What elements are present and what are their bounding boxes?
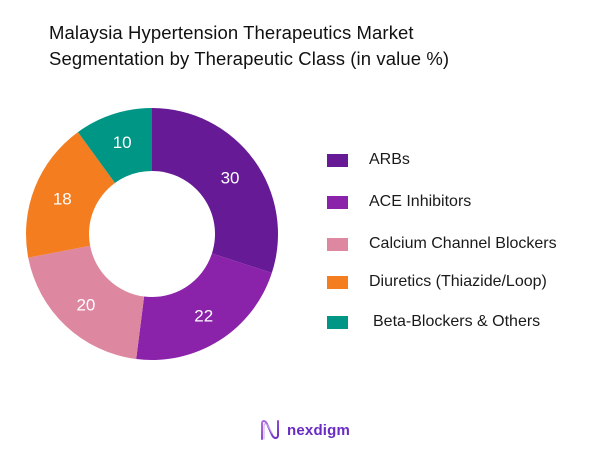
legend-label: Beta-Blockers & Others (373, 313, 541, 330)
legend-swatch (327, 275, 348, 289)
donut-slice-calcium-channel-blockers (28, 245, 145, 360)
donut-slice-arbs (152, 108, 278, 273)
brand-logo: nexdigm (259, 418, 350, 442)
chart-title: Malaysia Hypertension Therapeutics Marke… (49, 20, 449, 72)
legend-item-arbs: ARBs (327, 150, 410, 170)
data-label-arbs: 30 (221, 168, 240, 187)
data-label-calcium-channel-blockers: 20 (76, 295, 95, 314)
legend-item-calcium-channel-blockers: Calcium Channel Blockers (327, 234, 557, 254)
donut-slice-beta-blockers (77, 108, 152, 184)
legend-swatch (327, 153, 348, 167)
legend-label: Calcium Channel Blockers (369, 235, 557, 252)
data-label-beta-blockers: 10 (113, 133, 132, 152)
legend-swatch (327, 195, 348, 209)
brand-name: nexdigm (287, 421, 351, 439)
legend-item-beta-blockers: Beta-Blockers & Others (327, 312, 540, 332)
data-label-ace-inhibitors: 22 (194, 306, 213, 325)
legend-label: ARBs (369, 151, 410, 168)
donut-slice-ace-inhibitors (136, 253, 272, 360)
donut-chart: 30 22 20 18 10 (25, 108, 278, 360)
chart-title-line-1: Malaysia Hypertension Therapeutics Marke… (49, 22, 414, 43)
chart-title-line-2: Segmentation by Therapeutic Class (in va… (49, 48, 450, 69)
legend-item-ace-inhibitors: ACE Inhibitors (327, 192, 471, 212)
legend-swatch (327, 237, 348, 251)
nexdigm-logo-icon (261, 420, 279, 440)
data-label-diuretics: 18 (53, 189, 72, 208)
legend-label: ACE Inhibitors (369, 193, 472, 210)
legend-swatch (327, 315, 348, 329)
legend-item-diuretics: Diuretics (Thiazide/Loop) (327, 272, 547, 292)
legend-label: Diuretics (Thiazide/Loop) (369, 273, 547, 290)
donut-slice-diuretics (25, 132, 115, 258)
